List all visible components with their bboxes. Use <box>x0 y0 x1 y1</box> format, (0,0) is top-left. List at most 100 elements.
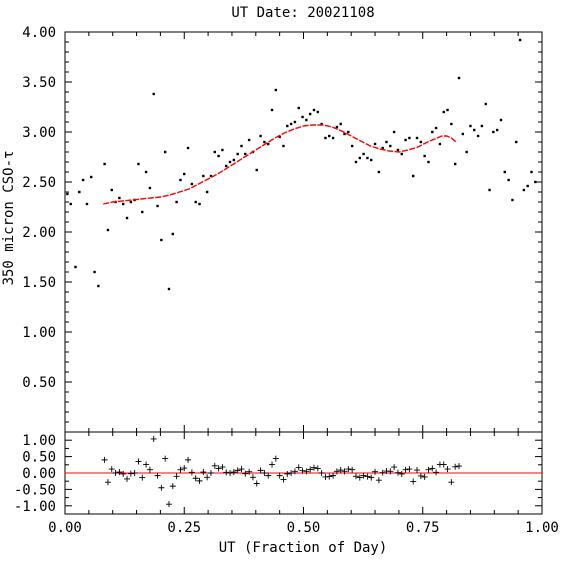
residual-point <box>143 461 150 468</box>
data-point <box>308 112 312 116</box>
residual-point <box>242 470 249 477</box>
fit-curve <box>103 124 457 205</box>
residual-point <box>269 461 276 468</box>
residual-point <box>253 480 260 487</box>
residual-point <box>372 468 379 475</box>
data-point <box>473 128 476 132</box>
residual-point <box>444 466 451 473</box>
residual-point <box>341 468 348 475</box>
residual-point <box>265 472 272 479</box>
data-point <box>247 138 251 142</box>
data-point <box>263 140 266 144</box>
residual-y-tick-label: -1.00 <box>14 499 56 515</box>
data-point <box>377 170 381 174</box>
residual-point <box>299 467 306 474</box>
residual-point <box>398 470 405 477</box>
residual-point <box>234 467 241 474</box>
residual-point <box>345 466 352 473</box>
y-tick-label: 3.00 <box>22 125 56 141</box>
data-point <box>484 102 487 106</box>
residual-point <box>349 466 356 473</box>
data-point <box>93 270 96 274</box>
residual-point <box>165 501 172 508</box>
data-point <box>194 200 197 204</box>
data-point <box>408 136 411 140</box>
residual-point <box>288 470 295 476</box>
data-point <box>81 178 85 182</box>
data-point <box>358 156 361 160</box>
data-point <box>225 164 228 168</box>
residual-point <box>116 469 123 476</box>
data-point <box>305 118 308 122</box>
data-point <box>446 108 449 112</box>
residual-point <box>108 466 115 473</box>
data-point <box>175 200 178 204</box>
residual-point <box>131 470 138 476</box>
data-point <box>515 140 518 144</box>
data-point <box>366 156 369 160</box>
data-point <box>66 192 69 196</box>
data-point <box>69 202 72 206</box>
residual-point <box>223 469 230 476</box>
residual-point <box>318 470 325 476</box>
x-tick-label: 0.00 <box>48 520 82 536</box>
data-point <box>450 122 453 126</box>
data-point <box>137 162 140 166</box>
data-point <box>328 134 331 138</box>
residual-point <box>452 463 459 470</box>
residual-point <box>215 465 222 472</box>
data-point <box>522 188 526 192</box>
residual-point <box>280 476 287 483</box>
residual-point <box>410 478 417 485</box>
data-point <box>373 142 377 146</box>
data-point <box>476 134 480 138</box>
data-point <box>163 150 167 154</box>
data-point <box>385 140 388 144</box>
data-point <box>209 174 213 178</box>
residual-point <box>291 468 298 475</box>
residual-point <box>101 456 108 463</box>
residual-point <box>204 474 211 481</box>
residual-point <box>207 470 214 476</box>
x-tick-label: 0.25 <box>167 520 201 536</box>
data-point <box>240 144 243 148</box>
residual-point <box>181 465 188 472</box>
data-point <box>78 190 81 194</box>
data-point <box>110 188 113 192</box>
residual-point <box>295 464 302 471</box>
residual-point <box>379 469 386 476</box>
residual-point <box>421 473 428 480</box>
data-point <box>495 128 499 132</box>
data-point <box>350 144 354 148</box>
data-point <box>286 124 289 128</box>
residual-point <box>414 467 421 474</box>
residual-point <box>196 477 203 484</box>
data-point <box>347 130 350 134</box>
residual-point <box>456 463 463 470</box>
residual-point <box>272 455 279 462</box>
residual-point <box>417 472 424 479</box>
data-point <box>415 136 419 140</box>
data-point <box>461 132 465 136</box>
data-point <box>457 76 461 80</box>
residual-point <box>402 466 409 473</box>
data-point <box>74 265 77 269</box>
residual-point <box>127 470 134 477</box>
residual-point <box>352 473 359 480</box>
residual-point <box>104 479 111 486</box>
data-point <box>293 120 297 124</box>
data-point <box>97 284 100 288</box>
data-point <box>480 124 484 128</box>
residual-point <box>440 461 447 468</box>
data-point <box>202 174 205 178</box>
residual-point <box>173 473 180 480</box>
data-point <box>362 152 365 156</box>
data-point <box>419 140 423 144</box>
data-point <box>232 158 236 162</box>
data-point <box>297 106 300 110</box>
residual-point <box>146 466 153 473</box>
data-point <box>534 180 537 184</box>
main-plot-frame <box>64 31 543 433</box>
data-point <box>289 122 293 126</box>
residual-point <box>326 473 333 480</box>
